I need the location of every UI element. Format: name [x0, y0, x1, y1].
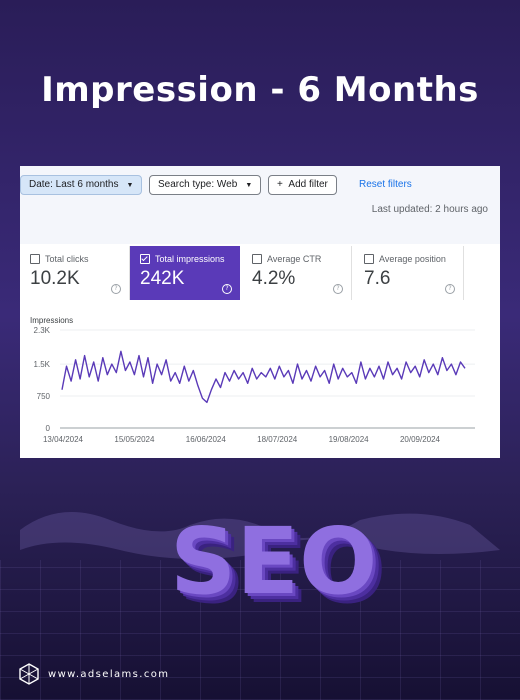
metric-label: Average position: [379, 254, 446, 264]
logo-icon: [19, 663, 39, 685]
metric-label: Total impressions: [155, 254, 225, 264]
y-tick-label: 1.5K: [34, 360, 51, 369]
metric-label: Total clicks: [45, 254, 89, 264]
x-tick-label: 19/08/2024: [329, 435, 370, 444]
impressions-series-line: [61, 350, 466, 404]
last-updated-text: Last updated: 2 hours ago: [371, 204, 488, 215]
world-map-graphic: [20, 512, 500, 559]
seo-text: SEO: [170, 508, 378, 615]
help-icon[interactable]: ?: [111, 284, 121, 294]
x-tick-label: 16/06/2024: [186, 435, 227, 444]
help-icon[interactable]: ?: [222, 284, 232, 294]
metric-value: 242K: [140, 268, 185, 289]
footer: www.adselams.com: [18, 663, 169, 685]
metric-value: 4.2%: [252, 268, 296, 289]
y-tick-label: 2.3K: [34, 326, 51, 335]
metric-value: 10.2K: [30, 268, 80, 289]
checkbox-icon: [252, 254, 262, 264]
reset-filters-link[interactable]: Reset filters: [359, 179, 412, 190]
metric-label: Average CTR: [267, 254, 322, 264]
x-tick-label: 18/07/2024: [257, 435, 298, 444]
x-tick-label: 20/09/2024: [400, 435, 441, 444]
seo-3d-text: SEO: [170, 508, 400, 638]
grid-floor: [0, 560, 520, 700]
caret-down-icon: ▼: [126, 182, 134, 189]
date-filter-chip[interactable]: Date: Last 6 months ▼: [20, 175, 143, 195]
help-icon[interactable]: ?: [333, 284, 343, 294]
search-type-chip[interactable]: Search type: Web ▼: [149, 175, 262, 195]
y-axis-label: Impressions: [30, 316, 73, 325]
check-icon: [140, 254, 150, 264]
add-filter-label: Add filter: [288, 179, 328, 190]
filter-bar: Date: Last 6 months ▼ Search type: Web ▼ +…: [20, 166, 500, 244]
x-tick-label: 15/05/2024: [114, 435, 155, 444]
search-type-label: Search type: Web: [158, 179, 238, 190]
checkbox-icon: [364, 254, 374, 264]
y-tick-label: 0: [46, 424, 51, 433]
impressions-chart: Impressions 2.3K 1.5K 750 0 13/04/2024 15/05/2…: [20, 312, 500, 458]
metric-value: 7.6: [364, 268, 391, 289]
metric-average-position[interactable]: Average position 7.6 ?: [354, 246, 464, 300]
search-console-panel: Date: Last 6 months ▼ Search type: Web ▼ +…: [20, 166, 500, 458]
caret-down-icon: ▼: [245, 182, 253, 189]
footer-url[interactable]: www.adselams.com: [48, 668, 170, 680]
add-filter-button[interactable]: + Add filter: [268, 175, 337, 195]
plus-icon: +: [277, 179, 286, 190]
metric-average-ctr[interactable]: Average CTR 4.2% ?: [242, 246, 352, 300]
date-filter-label: Date: Last 6 months: [29, 179, 119, 190]
x-tick-label: 13/04/2024: [43, 435, 84, 444]
checkbox-icon: [30, 254, 40, 264]
page-title: Impression - 6 Months: [41, 70, 479, 110]
metric-cards: Total clicks 10.2K ? Total impressions 2…: [20, 246, 500, 302]
metric-total-impressions[interactable]: Total impressions 242K ?: [130, 246, 240, 300]
metric-total-clicks[interactable]: Total clicks 10.2K ?: [20, 246, 130, 300]
y-tick-label: 750: [37, 392, 51, 401]
help-icon[interactable]: ?: [445, 284, 455, 294]
